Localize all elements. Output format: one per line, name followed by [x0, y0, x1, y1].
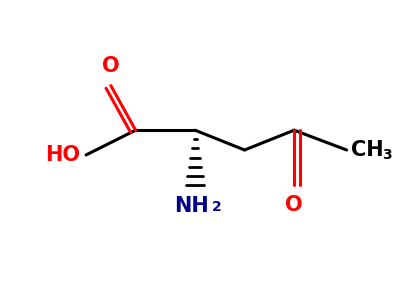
Text: 3: 3 — [382, 148, 392, 162]
Text: CH: CH — [350, 140, 383, 160]
Text: 2: 2 — [211, 200, 221, 214]
Text: O: O — [285, 195, 303, 214]
Text: O: O — [102, 56, 120, 76]
Text: HO: HO — [45, 145, 80, 165]
Text: NH: NH — [174, 196, 208, 216]
